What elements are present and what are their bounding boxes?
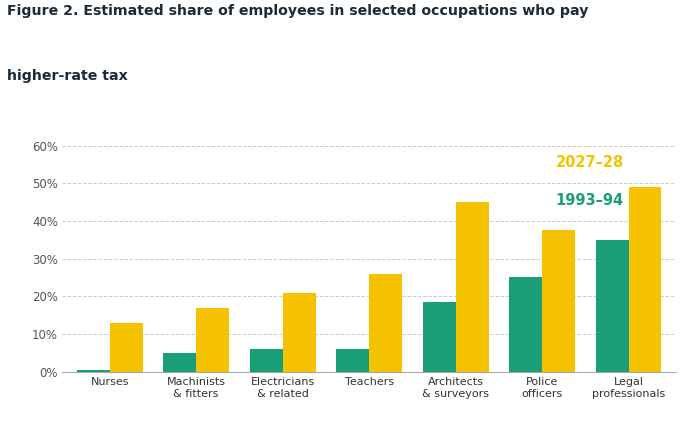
Text: 1993–94: 1993–94: [555, 193, 624, 208]
Bar: [455, 202, 489, 372]
Bar: [110, 323, 143, 372]
Bar: [369, 274, 402, 372]
Bar: [283, 292, 315, 372]
Bar: [423, 302, 455, 372]
Bar: [336, 349, 369, 372]
Bar: [509, 277, 542, 372]
Bar: [196, 308, 229, 372]
Bar: [542, 230, 575, 372]
Bar: [77, 370, 110, 372]
Bar: [595, 240, 629, 372]
Bar: [629, 187, 662, 372]
Bar: [250, 349, 283, 372]
Bar: [164, 353, 196, 372]
Text: higher-rate tax: higher-rate tax: [7, 69, 128, 83]
Text: Figure 2. Estimated share of employees in selected occupations who pay: Figure 2. Estimated share of employees i…: [7, 4, 589, 18]
Text: 2027–28: 2027–28: [555, 155, 624, 170]
